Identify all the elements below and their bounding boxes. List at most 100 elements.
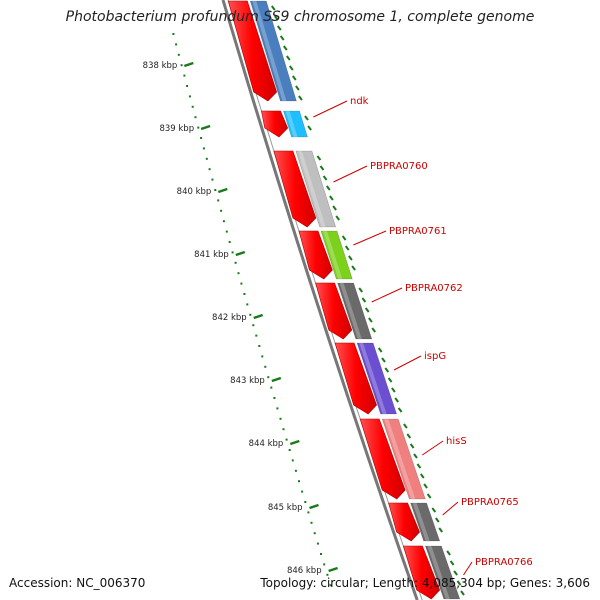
gene-label[interactable]: ispG	[424, 351, 446, 362]
minor-tick	[316, 542, 319, 545]
outer-tick	[325, 185, 331, 191]
cog-category-block[interactable]	[320, 230, 353, 280]
gene-PBPRA0761[interactable]	[298, 230, 356, 280]
scale-tick-label: 844 kbp	[249, 439, 284, 449]
cog-category-block[interactable]	[381, 418, 426, 500]
gene-label[interactable]: PBPRA0760	[370, 161, 428, 172]
outer-tick	[409, 443, 415, 449]
cog-category-block[interactable]	[295, 150, 337, 228]
outer-tick	[298, 95, 303, 101]
major-tick	[328, 566, 338, 573]
minor-tick	[197, 126, 200, 129]
minor-tick	[175, 43, 178, 46]
gene-label[interactable]: PBPRA0762	[405, 283, 463, 294]
forward-strand-arrow[interactable]	[298, 230, 333, 280]
outer-tick	[279, 35, 285, 41]
block-highlight	[339, 283, 362, 339]
gene-PBPRA0760[interactable]	[273, 150, 341, 228]
minor-tick	[255, 334, 258, 337]
outer-tick	[273, 15, 279, 21]
outer-tick	[394, 397, 400, 403]
cog-category-block[interactable]	[356, 342, 398, 415]
gene-PBPRA0766[interactable]	[402, 545, 465, 600]
minor-tick	[291, 459, 294, 462]
block-highlight	[427, 546, 450, 599]
outer-tick	[358, 287, 364, 293]
outer-tick	[270, 5, 276, 11]
gene-ndk[interactable]	[261, 110, 312, 138]
minor-tick	[329, 584, 332, 587]
block-highlight	[323, 231, 343, 279]
minor-tick	[326, 573, 329, 576]
minor-tick	[194, 116, 197, 119]
minor-tick	[294, 469, 297, 472]
outer-tick	[322, 175, 328, 181]
forward-strand-arrow[interactable]	[273, 150, 317, 228]
minor-tick	[307, 511, 310, 514]
outer-tick	[335, 215, 341, 221]
minor-tick	[186, 85, 189, 87]
block-highlight	[285, 111, 298, 137]
outer-tick	[384, 367, 390, 373]
minor-tick	[301, 490, 304, 493]
block-highlight	[359, 343, 387, 414]
gene-feature[interactable]	[227, 0, 303, 102]
gene-label[interactable]: PBPRA0766	[475, 557, 533, 568]
cog-category-block[interactable]	[337, 282, 373, 340]
major-tick	[271, 376, 282, 383]
cog-category-block[interactable]	[249, 0, 297, 102]
scale-tick-label: 839 kbp	[159, 124, 194, 134]
forward-strand-arrow[interactable]	[315, 282, 353, 340]
minor-tick	[288, 449, 291, 451]
minor-tick	[264, 365, 267, 368]
minor-tick	[246, 303, 249, 306]
outer-tick	[403, 423, 408, 429]
minor-tick	[285, 438, 288, 441]
outer-tick	[351, 265, 356, 271]
major-tick	[253, 313, 264, 320]
cog-category-block[interactable]	[410, 502, 441, 542]
major-tick	[235, 250, 246, 257]
major-tick	[309, 503, 319, 510]
scale-tick-label: 838 kbp	[143, 61, 178, 71]
forward-strand-arrow[interactable]	[261, 110, 289, 138]
cog-category-block[interactable]	[283, 110, 308, 138]
block-highlight	[384, 419, 416, 499]
gene-label[interactable]: hisS	[446, 436, 467, 447]
gene-ispG[interactable]	[334, 342, 403, 415]
outer-tick	[361, 297, 367, 303]
cog-category-block[interactable]	[424, 545, 461, 600]
forward-strand-arrow[interactable]	[402, 545, 441, 600]
gene-hisS[interactable]	[359, 418, 432, 500]
outer-tick	[307, 125, 312, 131]
outer-tick	[316, 155, 322, 161]
forward-strand-arrow[interactable]	[227, 0, 278, 102]
gene-label[interactable]: PBPRA0765	[461, 497, 519, 508]
gene-PBPRA0765[interactable]	[388, 502, 444, 542]
forward-strand-arrow[interactable]	[359, 418, 406, 500]
minor-tick	[279, 417, 282, 420]
outer-tick	[348, 255, 353, 261]
outer-tick	[426, 493, 432, 499]
label-leader-line	[333, 165, 368, 183]
minor-tick	[191, 105, 194, 108]
gene-PBPRA0762[interactable]	[315, 282, 377, 340]
minor-tick	[298, 480, 300, 483]
map-title: Photobacterium profundum SS9 chromosome …	[65, 9, 535, 25]
major-tick	[289, 439, 300, 446]
outer-tick	[285, 55, 291, 61]
minor-tick	[270, 386, 273, 389]
gene-label[interactable]: ndk	[350, 96, 369, 107]
forward-strand-arrow[interactable]	[388, 502, 420, 542]
minor-tick	[234, 261, 237, 264]
major-tick	[183, 61, 194, 68]
minor-tick	[188, 95, 191, 98]
minor-tick	[252, 324, 255, 327]
outer-tick	[332, 205, 337, 211]
gene-features	[227, 0, 465, 600]
outer-tick	[291, 75, 297, 81]
outer-tick	[364, 307, 370, 313]
gene-label[interactable]: PBPRA0761	[389, 226, 447, 237]
minor-tick	[208, 168, 211, 171]
forward-strand-arrow[interactable]	[334, 342, 377, 415]
